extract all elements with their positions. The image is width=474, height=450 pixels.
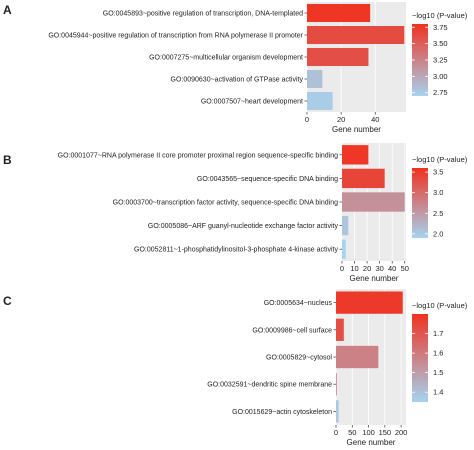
- x-tick-label: 30: [375, 264, 383, 273]
- x-tick-label: 0: [334, 428, 338, 437]
- legend-title: −log10 (P-value): [412, 155, 468, 164]
- legend-tick-label: 3.0: [433, 188, 443, 197]
- legend-colorbar: [412, 24, 428, 96]
- bar: [307, 25, 405, 45]
- bar: [342, 215, 349, 236]
- category-label: GO:0007275~multicellular organism develo…: [149, 55, 303, 62]
- x-tick-label: 10: [350, 264, 358, 273]
- legend-tick-label: 2.75: [433, 88, 448, 97]
- panel-a: A GO:0045893~positive regulation of trans…: [3, 2, 468, 134]
- legend-tick-label: 3.50: [433, 39, 448, 48]
- x-axis-label: Gene number: [347, 438, 396, 447]
- category-label: GO:0009986~cell surface: [252, 327, 332, 334]
- bar: [342, 192, 405, 212]
- category-label: GO:0001077~RNA polymerase II core promot…: [58, 152, 338, 159]
- x-tick-label: 50: [401, 264, 409, 273]
- bar: [307, 69, 323, 89]
- bar: [307, 91, 333, 111]
- x-tick-label: 40: [371, 115, 379, 124]
- panel-c: C GO:0005634~nucleus GO:0009986~cell surfa…: [3, 289, 468, 447]
- x-tick-label: 150: [379, 428, 392, 437]
- bar: [336, 373, 337, 396]
- x-tick-label: 200: [395, 428, 408, 437]
- x-axis-label: Gene number: [332, 125, 381, 134]
- category-label: GO:0052811~1-phosphatidylinositol-3-phos…: [134, 247, 338, 254]
- category-label: GO:0005086~ARF guanyl-nucleotide exchang…: [148, 223, 339, 230]
- bar: [336, 318, 344, 341]
- panel-label: B: [3, 153, 12, 167]
- category-label: GO:0003700~transcription factor activity…: [113, 200, 338, 207]
- x-tick-label: 20: [363, 264, 371, 273]
- bar: [336, 291, 403, 314]
- x-tick-label: 20: [337, 115, 345, 124]
- panel-label: C: [3, 294, 12, 308]
- legend-tick-label: 1.6: [433, 349, 443, 358]
- panel-b: B GO:0001077~RNA polymerase II core promo…: [3, 143, 468, 283]
- category-label: GO:0005634~nucleus: [264, 300, 333, 307]
- legend-tick-label: 1.5: [433, 368, 443, 377]
- panel-label: A: [3, 3, 12, 17]
- legend-tick-label: 3.75: [433, 23, 448, 32]
- x-axis-label: Gene number: [350, 274, 399, 283]
- category-label: GO:0032591~dendritic spine membrane: [207, 382, 332, 389]
- legend-tick-label: 3.5: [433, 168, 443, 177]
- category-label: GO:0045944~positive regulation of transc…: [48, 33, 303, 40]
- category-label: GO:0045893~positive regulation of transc…: [103, 11, 303, 18]
- category-label: GO:0090630~activation of GTPase activity: [171, 77, 304, 84]
- legend-colorbar: [412, 168, 428, 238]
- legend-tick-label: 1.7: [433, 329, 443, 338]
- category-label: GO:0007507~heart development: [201, 99, 303, 106]
- bar: [336, 345, 379, 369]
- x-tick-label: 0: [305, 115, 309, 124]
- legend-tick-label: 3.00: [433, 72, 448, 81]
- bar: [336, 400, 339, 423]
- category-label: GO:0015629~actin cytoskeleton: [232, 409, 332, 416]
- bar: [307, 47, 369, 67]
- legend-tick-label: 2.5: [433, 209, 443, 218]
- x-tick-label: 50: [348, 428, 356, 437]
- category-label: GO:0005829~cytosol: [266, 355, 332, 362]
- bar: [342, 168, 385, 189]
- bar: [307, 3, 371, 23]
- legend-tick-label: 2.0: [433, 229, 443, 238]
- legend-title: −log10 (P-value): [412, 11, 468, 20]
- bar: [342, 145, 369, 165]
- x-tick-label: 0: [340, 264, 344, 273]
- legend-tick-label: 1.4: [433, 388, 443, 397]
- legend-tick-label: 3.25: [433, 56, 448, 65]
- bar: [342, 239, 346, 259]
- x-tick-label: 100: [362, 428, 375, 437]
- legend-colorbar: [412, 314, 428, 402]
- legend-title: −log10 (P-value): [412, 301, 468, 310]
- category-label: GO:0043565~sequence-specific DNA binding: [197, 176, 338, 183]
- x-tick-label: 40: [388, 264, 396, 273]
